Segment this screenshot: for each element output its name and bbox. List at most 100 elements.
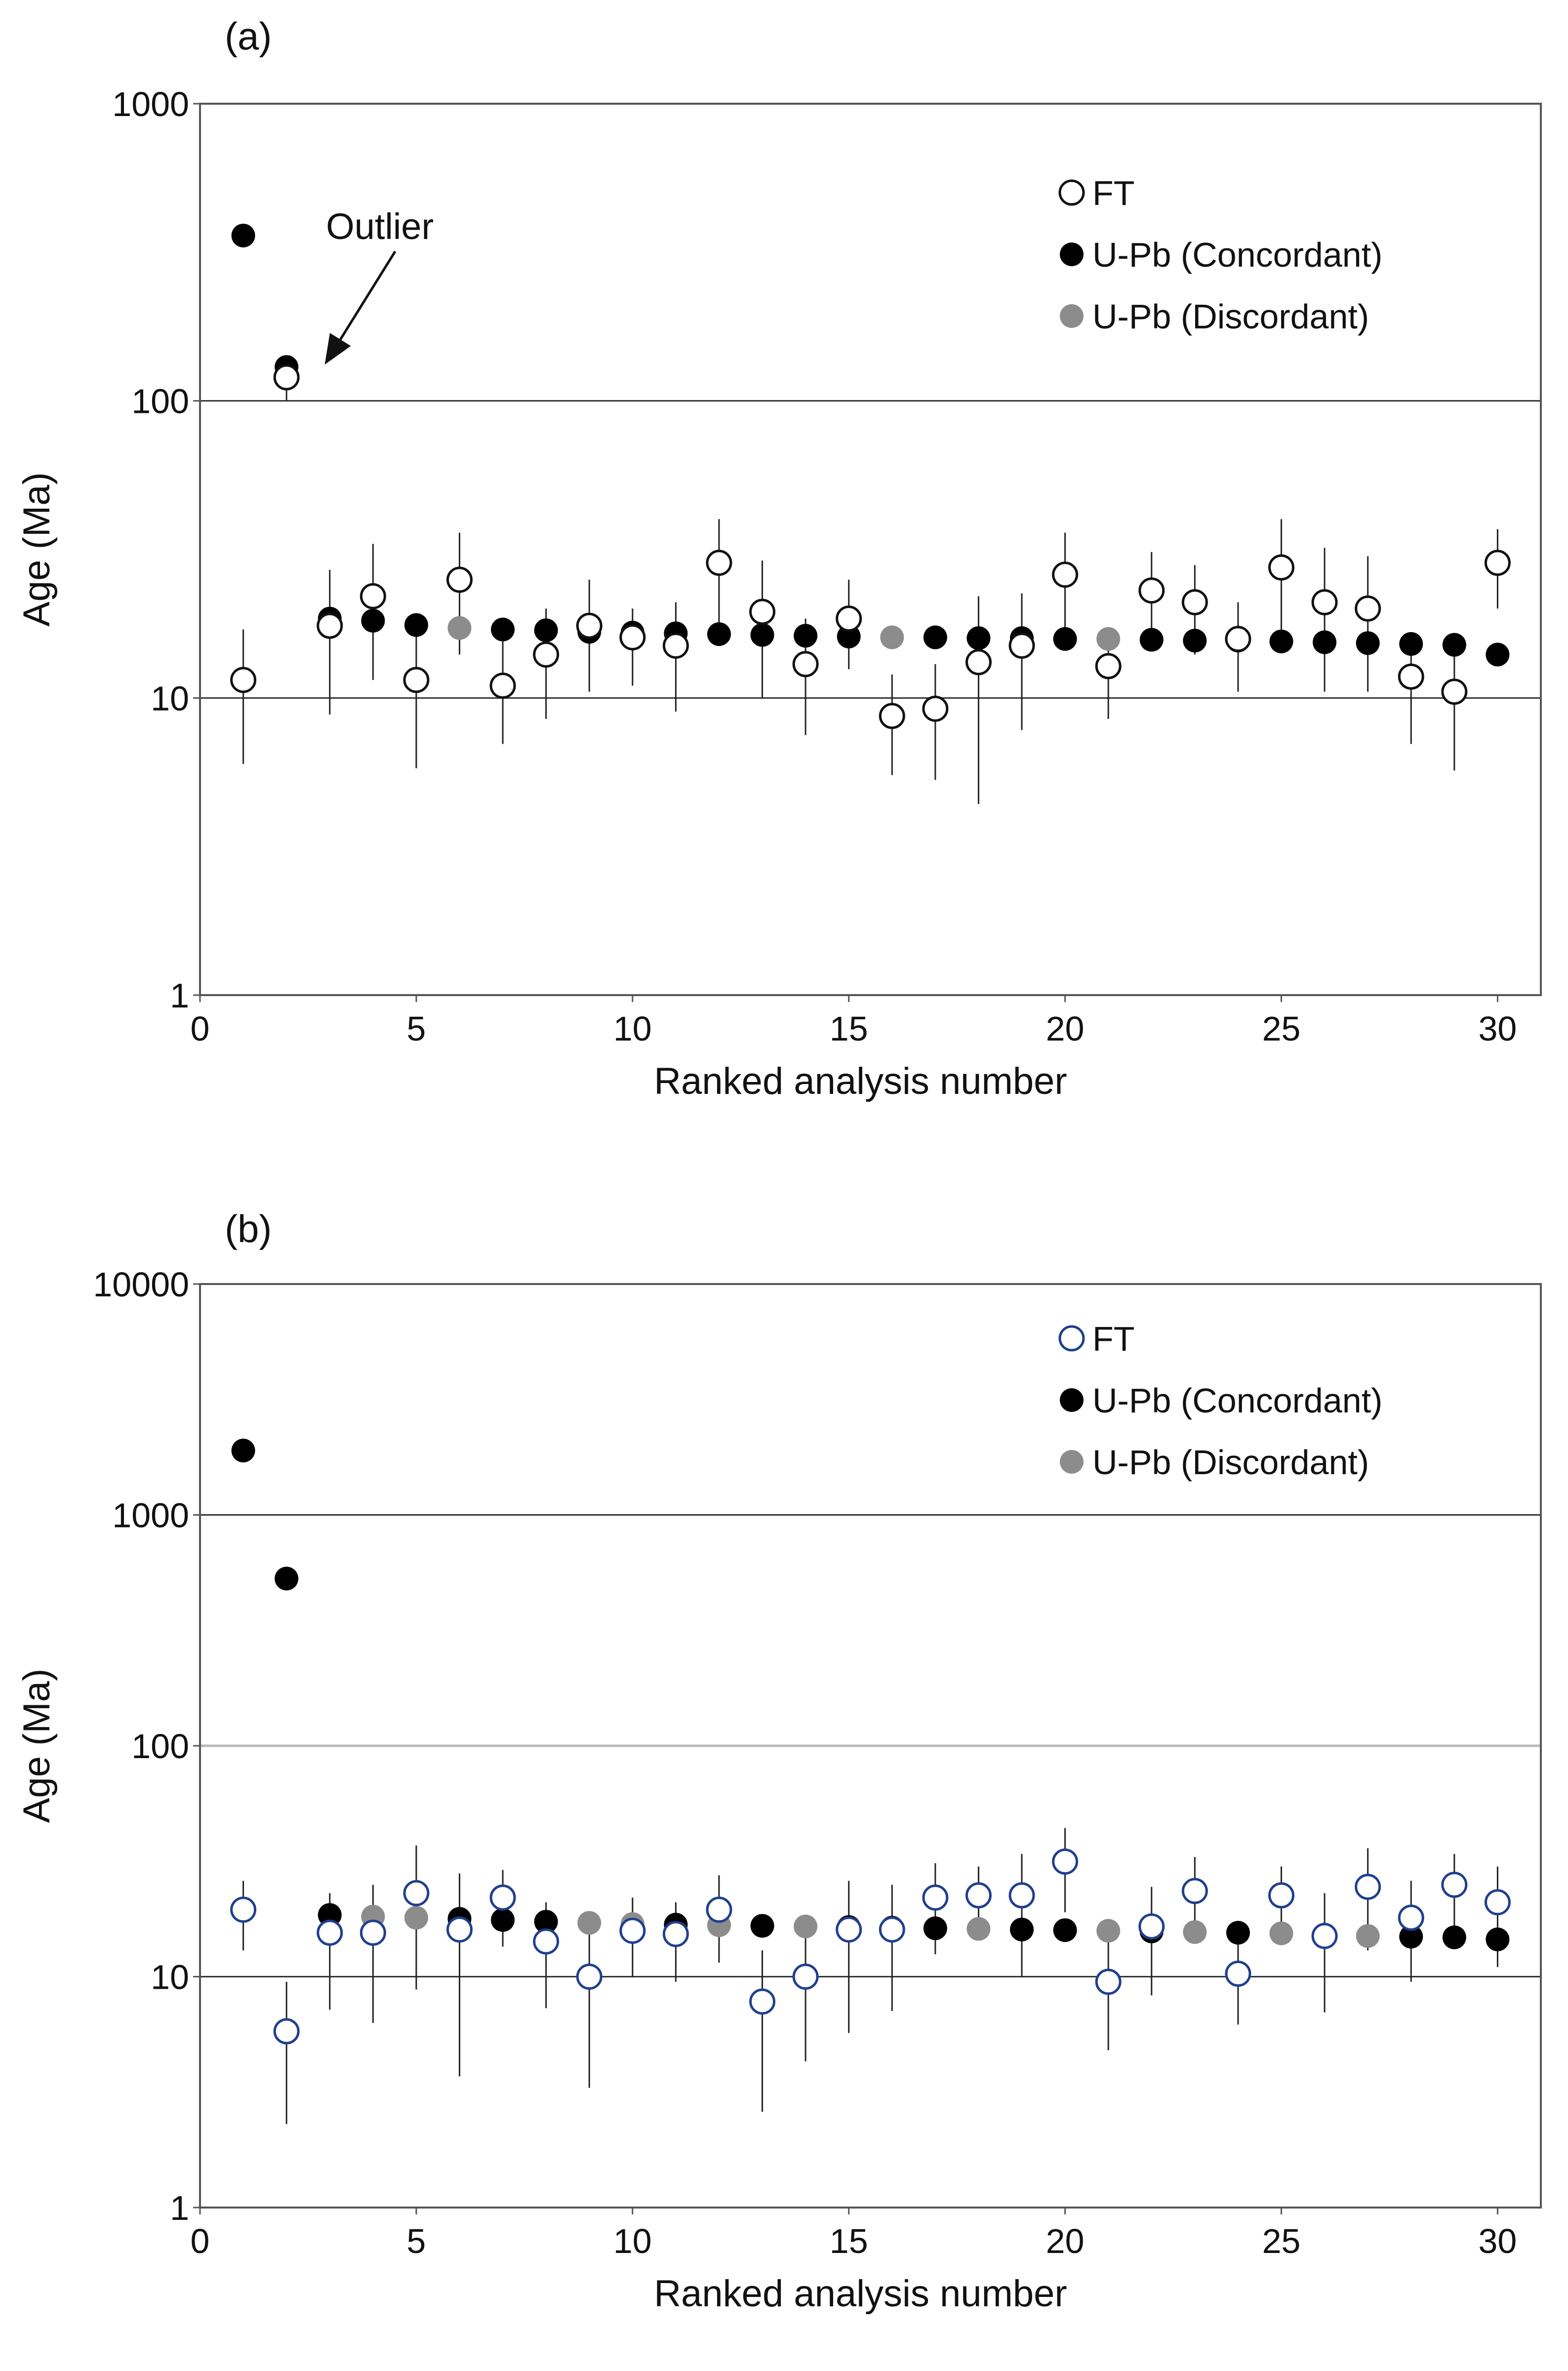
upb-concordant-point (923, 625, 947, 649)
ft-point (1095, 1969, 1122, 1995)
upb-concordant-point (750, 623, 774, 647)
ft-point (1225, 1960, 1251, 1987)
upb-concordant-point (837, 624, 861, 648)
x-tick-label: 10 (613, 2222, 652, 2260)
ft-point (792, 1964, 819, 1990)
y-tick-label: 1 (170, 976, 189, 1015)
y-tick-label: 10 (151, 679, 189, 718)
upb-concordant-point (1053, 627, 1077, 651)
x-tick-label: 10 (613, 1009, 652, 1048)
annotation-outlier: Outlier (326, 206, 434, 247)
ft-point (403, 667, 430, 693)
upb-concordant-point (318, 1903, 342, 1927)
ft-point (1355, 1874, 1381, 1900)
ft-point (922, 1884, 949, 1911)
legend-label-concordant: U-Pb (Concordant) (1092, 236, 1382, 274)
upb-concordant-point (1226, 1921, 1250, 1945)
x-axis-title: Ranked analysis number (654, 1060, 1067, 1102)
upb-concordant-point (361, 608, 385, 633)
upb-concordant-point (1139, 628, 1164, 652)
y-tick-label: 10000 (93, 1265, 189, 1304)
ft-point (1095, 653, 1122, 680)
ft-point (619, 1918, 646, 1944)
legend-marker-ft (1058, 179, 1085, 206)
legend-label-ft: FT (1092, 174, 1135, 212)
ft-point (1311, 1923, 1338, 1949)
panel-label: (b) (225, 1207, 272, 1250)
ft-point (360, 583, 386, 609)
ft-point (1398, 663, 1424, 690)
ft-point (792, 651, 819, 678)
upb-discordant-point (1096, 627, 1121, 651)
upb-concordant-point (1486, 1928, 1510, 1952)
upb-concordant-point (1442, 1925, 1466, 1949)
upb-concordant-point (231, 1439, 255, 1463)
ft-point (706, 1896, 732, 1923)
ft-point (1268, 1882, 1295, 1909)
y-tick-label: 100 (131, 1727, 189, 1766)
ft-point (1311, 589, 1338, 615)
upb-concordant-point (1313, 630, 1337, 654)
ft-point (576, 1964, 603, 1990)
ft-point (749, 599, 776, 625)
upb-discordant-point (1269, 1921, 1293, 1945)
upb-discordant-point (794, 1914, 818, 1938)
upb-concordant-point (923, 1916, 947, 1940)
x-tick-label: 30 (1478, 2222, 1517, 2260)
ft-point (749, 1988, 776, 2015)
x-tick-label: 20 (1046, 2222, 1085, 2260)
upb-discordant-point (1096, 1919, 1121, 1943)
upb-concordant-point (404, 613, 428, 637)
upb-discordant-point (447, 616, 472, 640)
ft-point (1008, 1882, 1035, 1909)
upb-concordant-point (491, 617, 515, 642)
y-tick-label: 100 (131, 382, 189, 421)
ft-point (1181, 589, 1208, 615)
upb-concordant-point (750, 1914, 774, 1938)
legend-marker-discordant (1060, 1450, 1084, 1474)
x-tick-label: 0 (191, 1009, 210, 1048)
upb-concordant-point (534, 618, 558, 643)
x-tick-label: 5 (406, 1009, 426, 1048)
legend-marker-ft (1058, 1325, 1085, 1352)
y-tick-label: 1 (170, 2189, 189, 2227)
ft-point (706, 550, 732, 576)
upb-concordant-point (275, 1567, 299, 1591)
ft-point (662, 632, 689, 659)
legend-label-ft: FT (1092, 1320, 1135, 1358)
ft-point (489, 672, 516, 699)
annotation-arrow (324, 250, 397, 365)
upb-concordant-point (1356, 631, 1380, 655)
upb-discordant-point (404, 1906, 428, 1930)
upb-concordant-point (231, 223, 255, 247)
x-tick-label: 15 (830, 2222, 868, 2260)
ft-point (1441, 1871, 1468, 1898)
legend-marker-concordant (1060, 242, 1084, 266)
upb-concordant-point (1010, 1918, 1034, 1942)
ft-point (1484, 550, 1511, 576)
ft-point (879, 703, 905, 729)
panel-b: (b) 0 5 10 15 20 25 30 1 10 100 1000 10000 Ranked ana… (16, 1207, 1542, 2315)
x-axis-title: Ranked analysis number (654, 2273, 1067, 2315)
ft-point (1052, 562, 1079, 588)
y-tick-label: 1000 (112, 85, 189, 123)
ft-point (403, 1880, 430, 1906)
x-tick-label: 30 (1478, 1009, 1517, 1048)
upb-concordant-point (534, 1910, 558, 1934)
upb-concordant-point (1486, 643, 1510, 667)
x-tick-label: 25 (1262, 2222, 1301, 2260)
legend-marker-concordant (1060, 1388, 1084, 1412)
upb-concordant-point (794, 624, 818, 648)
legend-label-discordant: U-Pb (Discordant) (1092, 297, 1369, 336)
ft-point (317, 612, 343, 639)
ft-point (836, 605, 862, 632)
x-tick-label: 5 (406, 2222, 426, 2260)
ft-point (879, 1916, 905, 1943)
legend-label-concordant: U-Pb (Concordant) (1092, 1381, 1382, 1420)
upb-concordant-point (1399, 1925, 1423, 1949)
upb-concordant-point (707, 622, 731, 646)
ft-point (836, 1916, 862, 1943)
ft-point (533, 641, 560, 668)
